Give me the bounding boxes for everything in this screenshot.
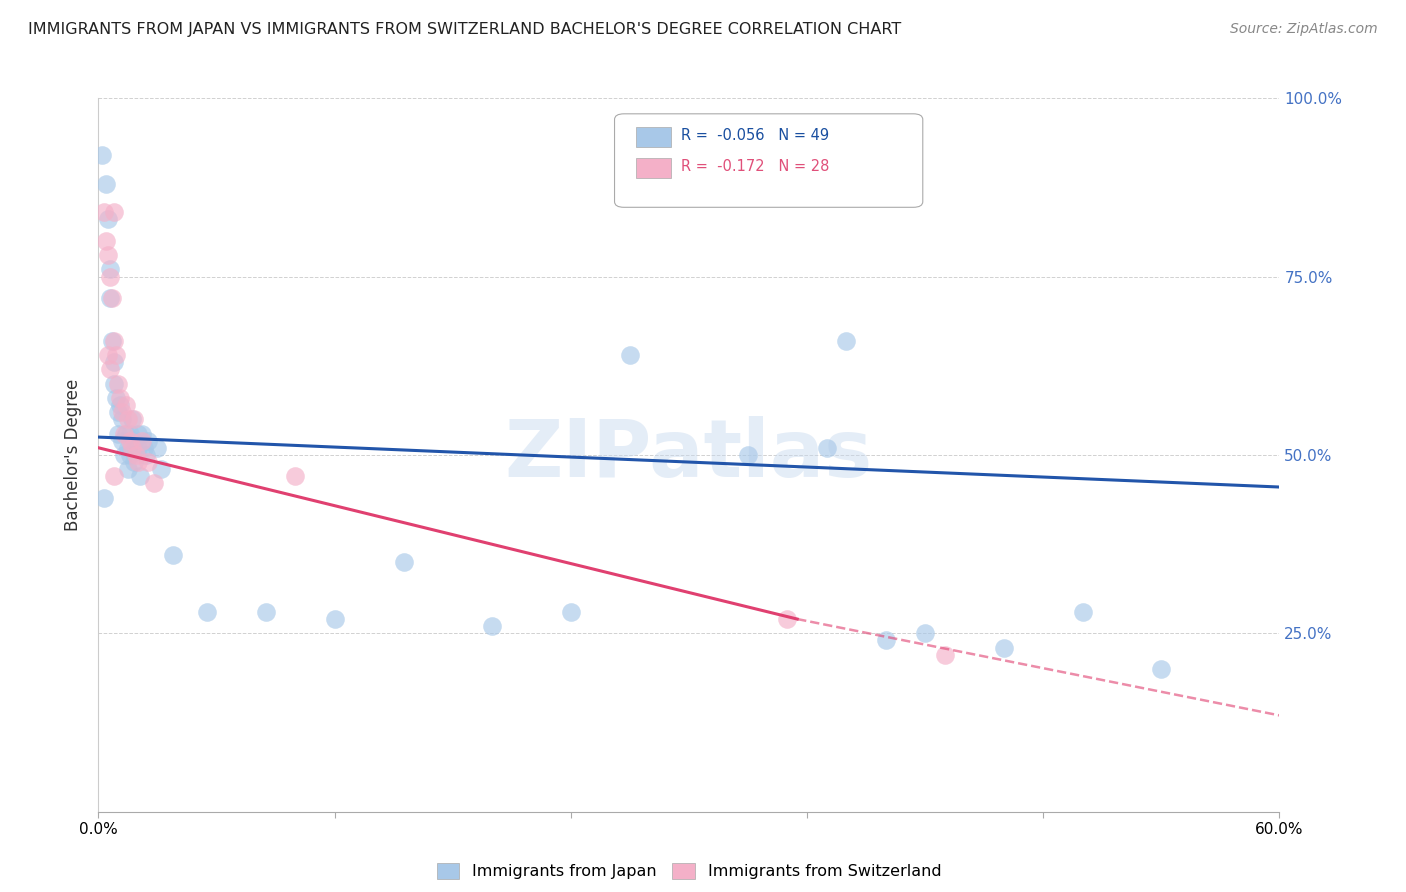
Point [105,348,128,362]
Point [91,148,114,162]
Legend: Immigrants from Japan, Immigrants from Switzerland: Immigrants from Japan, Immigrants from S… [430,857,948,886]
Point [101,334,124,348]
Point [122,455,145,469]
Y-axis label: Bachelor's Degree: Bachelor's Degree [65,379,83,531]
Point [115,398,138,412]
Point [162,548,184,562]
Point [107,376,129,391]
Point [127,441,149,455]
Point [481,619,503,633]
Point [107,405,129,419]
Text: R =  -0.172   N = 28: R = -0.172 N = 28 [681,160,830,175]
Text: R =  -0.056   N = 49: R = -0.056 N = 49 [681,128,828,143]
Point [122,434,145,448]
Point [993,640,1015,655]
Point [117,462,139,476]
Point [101,291,124,305]
Point [118,426,141,441]
Point [127,426,149,441]
Point [815,441,838,455]
Point [136,434,159,448]
Point [107,426,129,441]
Point [111,434,134,448]
Point [97,248,120,262]
Point [835,334,858,348]
Point [118,434,141,448]
Point [103,205,125,219]
Point [111,405,134,419]
Point [117,441,139,455]
Text: Source: ZipAtlas.com: Source: ZipAtlas.com [1230,22,1378,37]
Point [323,612,346,626]
Point [619,348,641,362]
Point [108,391,131,405]
Point [195,605,218,619]
Point [121,441,143,455]
Point [97,212,120,227]
Point [146,441,169,455]
Point [103,355,125,369]
Point [1150,662,1173,676]
Point [103,376,125,391]
Point [122,412,145,426]
Point [284,469,307,483]
Point [96,177,118,191]
Point [737,448,759,462]
FancyBboxPatch shape [636,158,671,178]
FancyBboxPatch shape [614,114,922,207]
Point [118,448,141,462]
Point [254,605,277,619]
Point [875,633,897,648]
Point [131,426,153,441]
Point [98,291,121,305]
Point [128,469,150,483]
Point [111,412,134,426]
Point [98,262,121,277]
Point [112,426,135,441]
Point [103,469,125,483]
Point [108,398,131,412]
Point [105,391,128,405]
Point [142,476,165,491]
Point [117,412,139,426]
Text: ZIPatlas: ZIPatlas [505,416,873,494]
Text: IMMIGRANTS FROM JAPAN VS IMMIGRANTS FROM SWITZERLAND BACHELOR'S DEGREE CORRELATI: IMMIGRANTS FROM JAPAN VS IMMIGRANTS FROM… [28,22,901,37]
Point [914,626,936,640]
Point [131,434,153,448]
Point [112,448,135,462]
Point [150,462,173,476]
Point [115,426,138,441]
Point [1071,605,1094,619]
Point [934,648,956,662]
Point [93,491,115,505]
Point [136,455,159,469]
Point [98,362,121,376]
Point [97,348,120,362]
Point [135,448,157,462]
Point [127,455,149,469]
Point [96,234,118,248]
Point [132,441,155,455]
Point [98,269,121,284]
Point [93,205,115,219]
Point [560,605,582,619]
Point [125,448,148,462]
Point [103,334,125,348]
Point [392,555,415,569]
FancyBboxPatch shape [636,127,671,146]
Point [776,612,799,626]
Point [121,412,143,426]
